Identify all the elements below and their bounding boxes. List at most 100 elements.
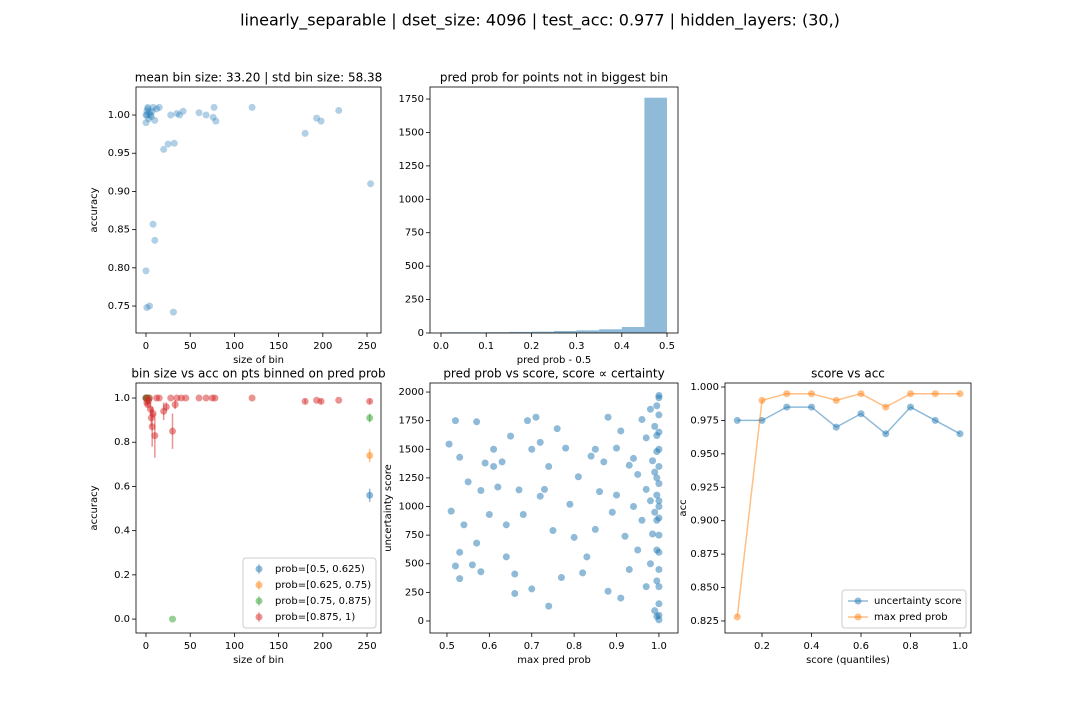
point [248, 103, 256, 111]
subplot: mean bin size: 33.20 | std bin size: 58.… [89, 71, 382, 367]
point [143, 111, 151, 119]
point [655, 462, 663, 470]
histogram-bar [621, 326, 645, 333]
x-tick-label: 0.1 [478, 341, 494, 352]
point [882, 403, 890, 411]
point [638, 516, 646, 524]
point [202, 111, 210, 119]
y-tick-label: 0 [418, 616, 424, 627]
subplot-title: mean bin size: 33.20 | std bin size: 58.… [135, 71, 383, 85]
subplot: pred prob for points not in biggest bin 0… [399, 71, 679, 366]
y-tick-label: 500 [405, 261, 424, 272]
point [511, 590, 519, 598]
point [170, 139, 178, 147]
subplot-title: pred prob for points not in biggest bin [440, 71, 668, 85]
y-tick-label: 500 [405, 559, 424, 570]
point [570, 533, 578, 541]
point [655, 480, 663, 488]
y-tick-label: 1250 [399, 473, 424, 484]
point [366, 414, 374, 422]
point [653, 577, 661, 585]
x-tick-label: 0.0 [433, 341, 449, 352]
x-tick-label: 150 [269, 641, 288, 652]
x-tick-label: 0.7 [524, 641, 540, 652]
subplot: score vs acc 0.2 0.4 0.6 0.8 1.0 0.825 0.850 0.8… [678, 367, 972, 666]
point [142, 119, 150, 127]
point [147, 113, 155, 121]
legend-label: prob=[0.75, 0.875) [275, 596, 371, 607]
point [907, 403, 915, 411]
x-axis-label: size of bin [233, 355, 284, 366]
point [783, 390, 791, 398]
point [209, 113, 217, 121]
point [248, 394, 256, 402]
point [579, 569, 587, 577]
legend-marker [255, 597, 263, 605]
point [144, 103, 152, 111]
point [490, 462, 498, 470]
x-tick-label: 0.2 [523, 341, 539, 352]
x-tick-label: 0.4 [804, 641, 820, 652]
point [557, 573, 565, 581]
point [212, 117, 220, 125]
point [591, 445, 599, 453]
point [468, 561, 476, 569]
point [613, 491, 621, 499]
point [498, 458, 506, 466]
point [608, 508, 616, 516]
point [545, 602, 553, 610]
y-tick-label: 0.875 [690, 549, 719, 560]
point [155, 394, 163, 402]
point [202, 394, 210, 402]
point [460, 521, 468, 529]
x-tick-label: 200 [313, 341, 332, 352]
histogram-bar [576, 330, 600, 333]
point [490, 445, 498, 453]
point [502, 553, 510, 561]
x-axis-label: size of bin [233, 655, 284, 666]
y-tick-label: 1500 [399, 127, 424, 138]
histogram-bar [644, 97, 668, 334]
point [907, 390, 915, 398]
point [536, 438, 544, 446]
point [613, 444, 621, 452]
point [485, 511, 493, 519]
point [653, 402, 661, 410]
x-tick-label: 1.0 [651, 641, 667, 652]
point [562, 444, 570, 452]
point [651, 508, 659, 516]
y-axis-label: acc [678, 499, 689, 516]
point [634, 546, 642, 554]
point [142, 111, 150, 119]
x-tick-label: 0.5 [439, 641, 455, 652]
axes-frame [724, 382, 972, 634]
subplot-title: bin size vs acc on pts binned on pred pr… [131, 367, 385, 381]
point [583, 553, 591, 561]
point [146, 394, 154, 402]
y-tick-label: 0.4 [114, 526, 130, 537]
y-tick-label: 0.0 [114, 614, 130, 625]
x-tick-label: 250 [357, 341, 376, 352]
point [655, 514, 663, 522]
point [473, 539, 481, 547]
legend-label: prob=[0.875, 1) [275, 612, 355, 623]
y-tick-label: 1.000 [690, 382, 719, 393]
point [653, 474, 661, 482]
histogram-bar [554, 330, 577, 333]
y-tick-label: 1750 [399, 416, 424, 427]
series-line [736, 392, 961, 618]
y-tick-label: 0.975 [690, 415, 719, 426]
x-tick-label: 0.8 [903, 641, 919, 652]
point [808, 403, 816, 411]
legend-marker [854, 597, 862, 605]
point [145, 115, 153, 123]
x-tick-label: 0.9 [609, 641, 625, 652]
point [882, 430, 890, 438]
point [655, 503, 663, 511]
point [507, 432, 515, 440]
point [451, 562, 459, 570]
y-axis-label: uncertainty score [383, 464, 394, 552]
point [545, 462, 553, 470]
point [171, 401, 179, 409]
point [445, 440, 453, 448]
